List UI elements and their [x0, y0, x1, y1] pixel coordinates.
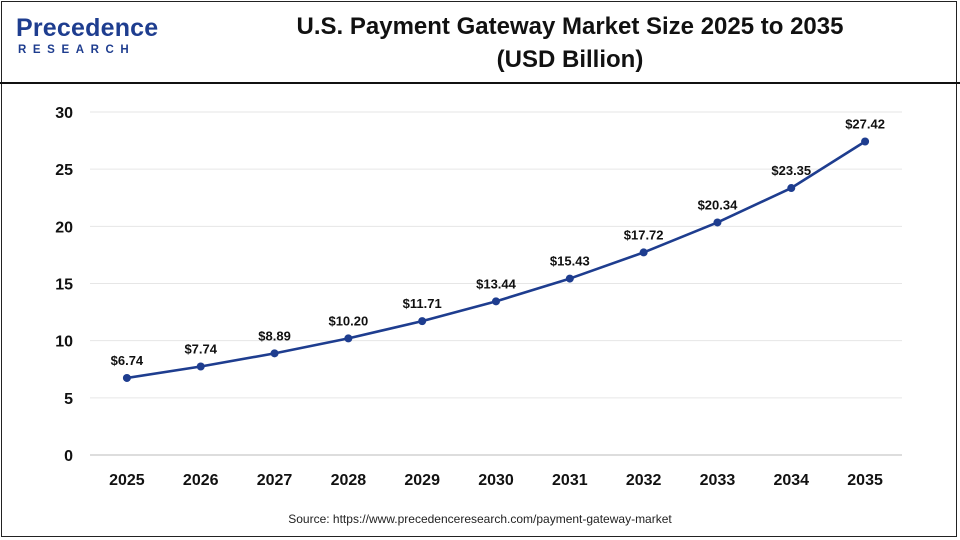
data-label: $17.72	[624, 227, 664, 242]
data-label: $8.89	[258, 328, 291, 343]
series-line	[125, 140, 867, 380]
logo-subtitle: RESEARCH	[18, 44, 136, 56]
data-label: $20.34	[698, 197, 739, 212]
x-tick-label: 2026	[183, 472, 219, 489]
data-label: $10.20	[328, 313, 368, 328]
x-tick-label: 2025	[109, 472, 145, 489]
y-tick-label: 15	[55, 277, 73, 294]
data-point	[270, 349, 279, 358]
y-tick-label: 5	[64, 391, 73, 408]
data-point	[344, 334, 353, 343]
data-label: $11.71	[403, 296, 442, 311]
data-label: $7.74	[184, 342, 217, 357]
x-tick-label: 2029	[404, 472, 440, 489]
data-point	[787, 184, 796, 193]
data-label: $15.43	[550, 254, 590, 269]
chart-title-line-1: U.S. Payment Gateway Market Size 2025 to…	[296, 13, 844, 40]
header: Precedence RESEARCH U.S. Payment Gateway…	[0, 0, 960, 84]
data-point	[639, 248, 648, 257]
x-tick-label: 2031	[552, 472, 588, 489]
x-tick-label: 2030	[478, 472, 514, 489]
data-label: $13.44	[476, 276, 517, 291]
logo-wordmark: Precedence	[16, 14, 159, 42]
data-point	[713, 218, 722, 227]
y-tick-label: 20	[55, 219, 73, 236]
data-label: $27.42	[845, 116, 885, 131]
x-tick-label: 2033	[700, 472, 736, 489]
data-label: $6.74	[111, 353, 144, 368]
data-label: $23.35	[771, 163, 811, 178]
chart-title: U.S. Payment Gateway Market Size 2025 to…	[220, 10, 920, 76]
data-point	[565, 274, 574, 283]
y-tick-label: 0	[64, 448, 73, 465]
source-note: Source: https://www.precedenceresearch.c…	[288, 512, 672, 526]
x-tick-label: 2027	[257, 472, 293, 489]
brand-logo: Precedence RESEARCH	[16, 14, 166, 64]
data-point	[196, 362, 205, 371]
x-tick-label: 2028	[331, 472, 367, 489]
data-point	[122, 373, 131, 382]
x-tick-label: 2035	[847, 472, 883, 489]
y-tick-label: 30	[55, 105, 73, 122]
chart-title-line-2: (USD Billion)	[496, 46, 644, 73]
y-tick-label: 10	[55, 334, 73, 351]
x-tick-label: 2032	[626, 472, 662, 489]
x-tick-label: 2034	[773, 472, 809, 489]
data-point	[418, 317, 427, 326]
data-point	[861, 137, 870, 146]
y-tick-label: 25	[55, 162, 73, 179]
data-point	[492, 297, 500, 306]
